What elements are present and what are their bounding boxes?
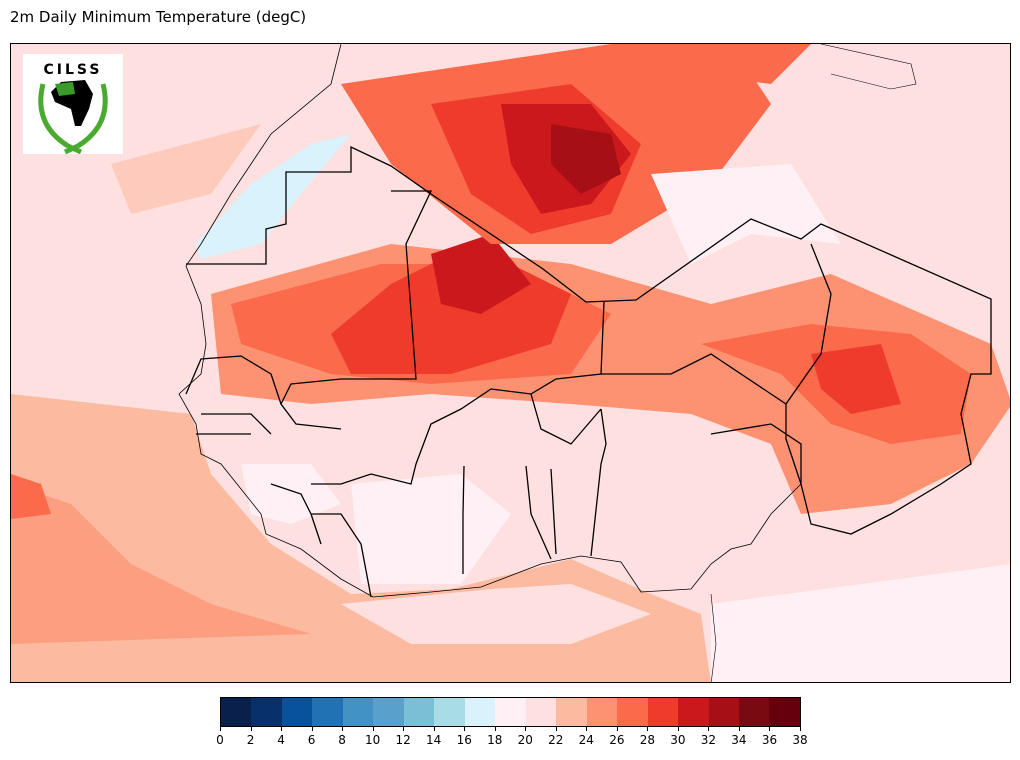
colorbar-tick-label: 16 [456, 733, 472, 747]
ocean-hotspot [11, 474, 51, 519]
colorbar-tick [738, 727, 740, 731]
map-canvas [11, 44, 1010, 682]
colorbar-tick-label: 36 [761, 733, 778, 747]
colorbar-tick [464, 727, 466, 731]
colorbar-tick [250, 727, 252, 731]
colorbar-tick [372, 727, 374, 731]
colorbar-segment [403, 698, 435, 726]
colorbar-tick [677, 727, 679, 731]
gulf-cooler-zone [341, 584, 651, 644]
colorbar-segment [373, 698, 404, 726]
air-mountains-cool [651, 164, 841, 264]
colorbar-segment [738, 698, 770, 726]
colorbar-tick-label: 28 [639, 733, 655, 747]
colorbar-tick-label: 4 [277, 733, 285, 747]
colorbar-segment [312, 698, 343, 726]
colorbar-tick-label: 18 [487, 733, 503, 747]
cool-coastal-zone [196, 134, 351, 259]
colorbar-tick [403, 727, 405, 731]
colorbar-tick-label: 20 [517, 733, 533, 747]
colorbar-tick [769, 727, 771, 731]
ocean-hot-zone [11, 484, 311, 644]
colorbar-tick-label: 34 [731, 733, 747, 747]
colorbar-segment [586, 698, 618, 726]
colorbar-tick [525, 727, 527, 731]
map-title: 2m Daily Minimum Temperature (degC) [10, 8, 307, 26]
colorbar-tick [311, 727, 313, 731]
colorbar-tick [342, 727, 344, 731]
colorbar-tick [433, 727, 435, 731]
colorbar-tick-label: 24 [578, 733, 594, 747]
colorbar-tick [220, 727, 221, 731]
cilss-logo: CILSS [23, 54, 123, 155]
colorbar-tick [586, 727, 588, 731]
colorbar-segment [678, 698, 709, 726]
colorbar-segment [556, 698, 587, 726]
colorbar-tick-label: 10 [364, 733, 381, 747]
colorbar-tick-label: 0 [216, 733, 224, 747]
colorbar-tick-label: 6 [307, 733, 316, 747]
colorbar-segment [342, 698, 374, 726]
colorbar-segment [525, 698, 557, 726]
colorbar-tick-label: 14 [426, 733, 442, 747]
guinea-cool-zone [241, 464, 341, 524]
colorbar-segment [708, 698, 739, 726]
colorbar-tick [800, 727, 801, 731]
colorbar-tick-label: 32 [700, 733, 717, 747]
colorbar-segment [221, 698, 252, 726]
colorbar-tick [494, 727, 496, 731]
hottest-core [551, 124, 621, 194]
coastline [178, 44, 802, 598]
colorbar-tick-label: 12 [395, 733, 411, 747]
colorbar-tick-label: 8 [338, 733, 346, 747]
colorbar-segment [495, 698, 526, 726]
colorbar-tick-label: 38 [792, 733, 808, 747]
coastline-north [820, 44, 917, 90]
ivory-coast-cool-zone [351, 474, 511, 584]
colorbar-segment [281, 698, 313, 726]
colorbar-tick-label: 26 [609, 733, 625, 747]
chad-core [811, 344, 901, 414]
colorbar-tick-label: 30 [670, 733, 686, 747]
atlantic-warm-streak [111, 124, 261, 214]
southeast-cool-zone [711, 564, 1010, 682]
colorbar-segment [464, 698, 496, 726]
temperature-map: CILSS [10, 43, 1011, 683]
colorbar-tick [616, 727, 618, 731]
svg-text:CILSS: CILSS [44, 62, 103, 78]
colorbar [220, 697, 801, 727]
colorbar-tick [555, 727, 557, 731]
colorbar-segment [769, 698, 800, 726]
colorbar-tick-label: 2 [246, 733, 255, 747]
mali-core [431, 234, 531, 314]
country-borders [185, 145, 992, 598]
colorbar-segment [434, 698, 465, 726]
coastline-south [710, 593, 717, 682]
colorbar-segment [251, 698, 282, 726]
colorbar-segment [647, 698, 679, 726]
libya-warm-zone [661, 44, 811, 84]
colorbar-tick [647, 727, 649, 731]
colorbar-tick [708, 727, 710, 731]
colorbar-tick [281, 727, 283, 731]
colorbar-segment [617, 698, 648, 726]
colorbar-tick-label: 22 [548, 733, 564, 747]
